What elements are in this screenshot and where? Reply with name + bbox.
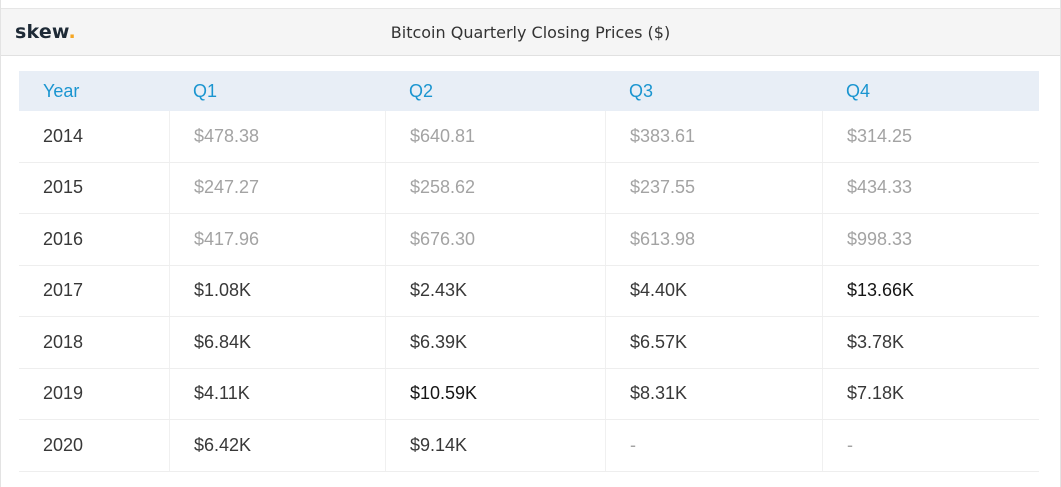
price-cell-empty: -	[605, 420, 822, 471]
price-cell: $6.84K	[169, 317, 385, 368]
price-cell: $4.11K	[169, 368, 385, 419]
year-cell: 2015	[43, 177, 84, 198]
column-header-q1: Q1	[193, 80, 218, 101]
column-header-q3: Q3	[629, 80, 654, 101]
price-cell: $417.96	[169, 214, 385, 265]
price-cell: $9.14K	[385, 420, 605, 471]
price-cell: $8.31K	[605, 368, 822, 419]
price-cell-empty: -	[822, 420, 1039, 471]
price-cell: $10.59K	[385, 368, 605, 419]
column-header-q4: Q4	[846, 80, 871, 101]
chart-title: Bitcoin Quarterly Closing Prices ($)	[390, 23, 671, 42]
price-cell: $6.42K	[169, 420, 385, 471]
column-header-year: Year	[43, 80, 80, 101]
chart-header: skew. Bitcoin Quarterly Closing Prices (…	[1, 8, 1060, 56]
table-row: 2015 $247.27 $258.62 $237.55 $434.33	[19, 162, 1039, 214]
price-cell: $478.38	[169, 111, 385, 162]
price-cell: $6.57K	[605, 317, 822, 368]
year-cell: 2017	[43, 280, 84, 301]
year-cell: 2019	[43, 383, 84, 404]
price-cell: $3.78K	[822, 317, 1039, 368]
price-cell: $314.25	[822, 111, 1039, 162]
price-cell: $237.55	[605, 162, 822, 213]
table-row: 2016 $417.96 $676.30 $613.98 $998.33	[19, 214, 1039, 266]
logo-dot: .	[68, 21, 76, 43]
price-cell: $258.62	[385, 162, 605, 213]
price-cell: $998.33	[822, 214, 1039, 265]
price-cell: $640.81	[385, 111, 605, 162]
price-cell: $247.27	[169, 162, 385, 213]
table-header-row: Year Q1 Q2 Q3 Q4	[19, 71, 1039, 111]
price-cell: $13.66K	[822, 265, 1039, 316]
table-row: 2019 $4.11K $10.59K $8.31K $7.18K	[19, 368, 1039, 420]
price-cell: $2.43K	[385, 265, 605, 316]
price-cell: $676.30	[385, 214, 605, 265]
price-cell: $383.61	[605, 111, 822, 162]
price-cell: $1.08K	[169, 265, 385, 316]
price-cell: $6.39K	[385, 317, 605, 368]
year-cell: 2016	[43, 228, 84, 249]
price-cell: $7.18K	[822, 368, 1039, 419]
price-cell: $4.40K	[605, 265, 822, 316]
table-row: 2014 $478.38 $640.81 $383.61 $314.25	[19, 111, 1039, 163]
table-row: 2020 $6.42K $9.14K - -	[19, 420, 1039, 472]
price-cell: $434.33	[822, 162, 1039, 213]
table-row: 2018 $6.84K $6.39K $6.57K $3.78K	[19, 317, 1039, 369]
price-cell: $613.98	[605, 214, 822, 265]
table-row: 2017 $1.08K $2.43K $4.40K $13.66K	[19, 265, 1039, 317]
price-table: Year Q1 Q2 Q3 Q4 2014 $478.38 $640.81 $3…	[19, 71, 1039, 472]
logo-text: skew	[15, 21, 69, 43]
year-cell: 2020	[43, 434, 84, 455]
year-cell: 2018	[43, 331, 84, 352]
year-cell: 2014	[43, 125, 84, 146]
skew-logo: skew.	[15, 21, 76, 43]
column-header-q2: Q2	[409, 80, 434, 101]
